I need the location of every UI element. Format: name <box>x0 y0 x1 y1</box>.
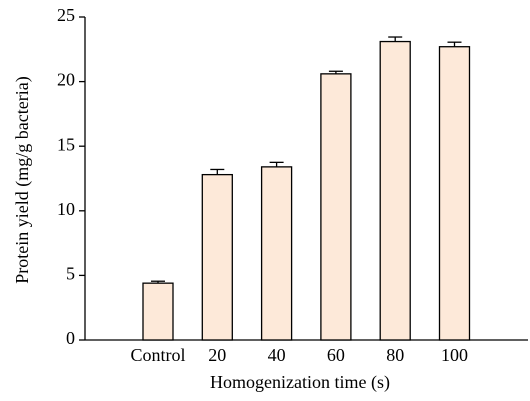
y-tick-label: 10 <box>57 199 75 219</box>
y-tick-label: 5 <box>66 264 75 284</box>
bar <box>142 282 174 341</box>
y-tick-label: 20 <box>57 70 75 90</box>
bar <box>260 166 293 341</box>
y-axis-label: Protein yield (mg/g bacteria) <box>12 76 33 283</box>
x-tick-label: 60 <box>327 345 345 365</box>
x-axis-label: Homogenization time (s) <box>210 372 390 393</box>
x-tick-label: 40 <box>268 345 286 365</box>
bar <box>201 173 233 341</box>
y-tick-label: 15 <box>57 134 75 154</box>
x-tick-label: 80 <box>386 345 404 365</box>
x-tick-label: Control <box>130 345 185 365</box>
bar <box>320 73 352 341</box>
x-tick-label: 20 <box>208 345 226 365</box>
bar <box>379 40 411 341</box>
y-tick-label: 25 <box>57 5 75 25</box>
x-tick-label: 100 <box>441 345 468 365</box>
bar <box>438 46 471 341</box>
y-tick-label: 0 <box>66 328 75 348</box>
